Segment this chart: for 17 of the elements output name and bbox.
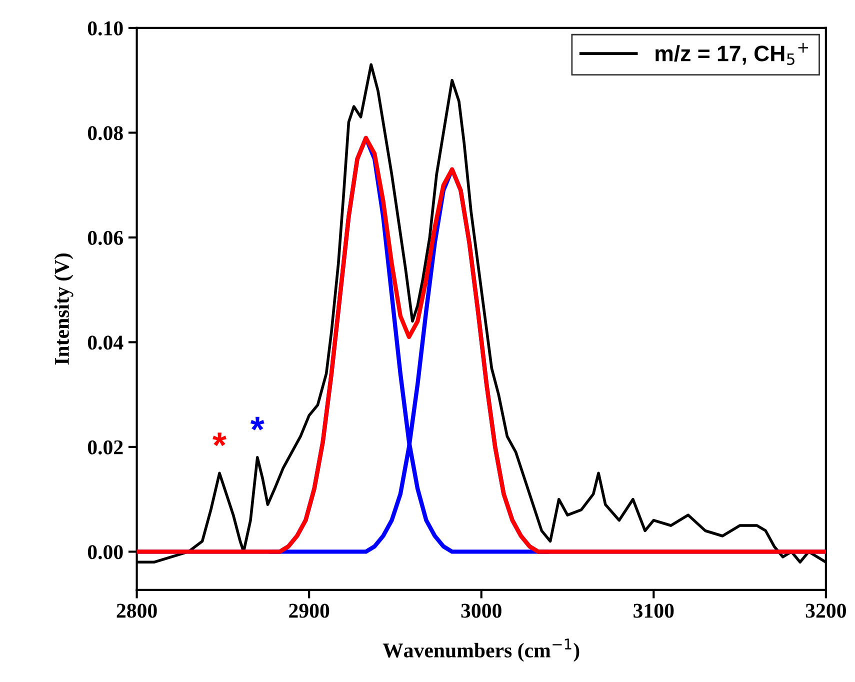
x-tick-label: 2900 <box>289 604 330 618</box>
x-tick-label: 2800 <box>116 604 157 618</box>
x-tick-label: 3200 <box>806 604 846 618</box>
x-axis-title: Wavenumbers (cm$^{−1}$) <box>382 638 580 662</box>
y-tick-label: 0.06 <box>88 230 123 245</box>
y-tick-label: 0.00 <box>88 545 123 560</box>
line-series <box>136 136 826 554</box>
annotation: * <box>212 432 226 446</box>
legend-label: m/z = 17, CH$_{5}$$^{+}$ <box>656 42 808 66</box>
x-tick-label: 3000 <box>461 604 502 618</box>
annotation: * <box>250 416 264 430</box>
x-tick-label: 3100 <box>634 604 674 618</box>
y-axis-title: Intensity (V) <box>54 253 74 365</box>
y-tick-label: 0.10 <box>88 21 123 36</box>
y-tick-label: 0.08 <box>88 126 123 140</box>
y-tick-label: 0.02 <box>88 440 123 454</box>
y-tick-label: 0.04 <box>88 336 124 350</box>
